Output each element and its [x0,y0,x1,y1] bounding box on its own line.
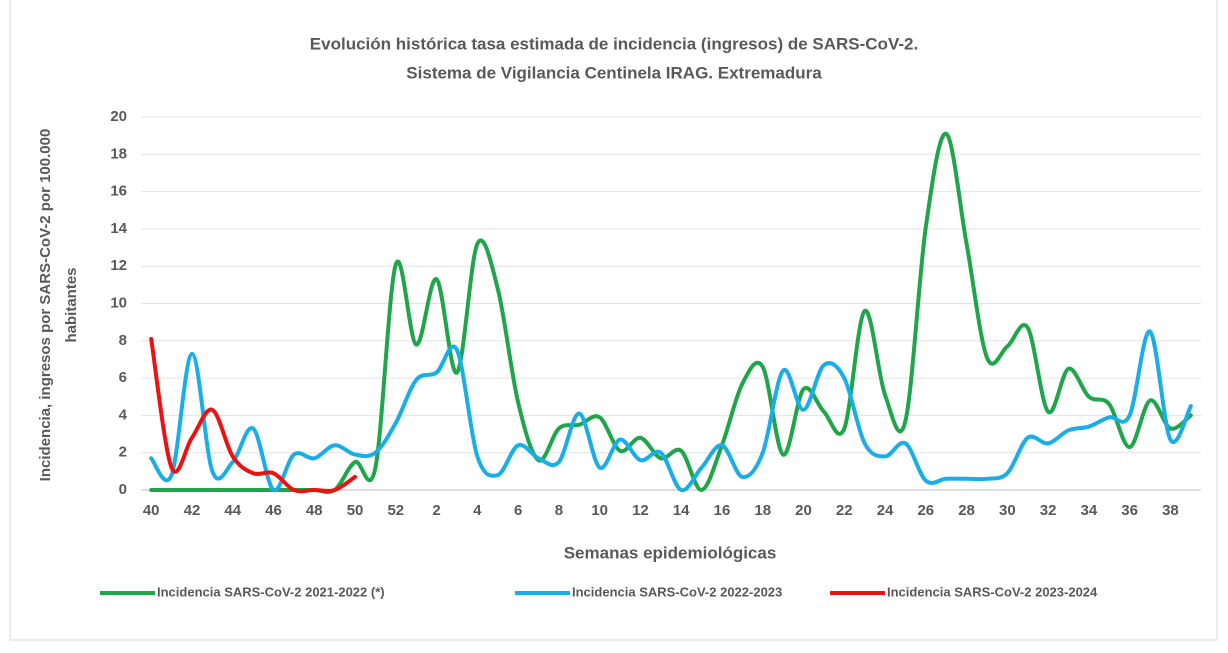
x-tick-label: 16 [714,502,731,519]
y-tick-label: 4 [119,406,128,423]
y-tick-label: 0 [119,481,127,498]
y-tick-label: 14 [110,220,127,237]
y-tick-label: 10 [110,294,127,311]
x-tick-label: 2 [432,502,440,519]
y-tick-label: 18 [110,145,127,162]
x-tick-label: 22 [836,502,853,519]
x-tick-label: 38 [1162,502,1179,519]
series-line [149,336,358,494]
x-tick-label: 8 [555,502,563,519]
y-tick-label: 16 [110,183,127,200]
x-tick-label: 48 [306,502,323,519]
x-tick-label: 46 [265,502,282,519]
y-axis-title: habitantes [63,267,80,342]
x-tick-label: 32 [1040,502,1057,519]
y-tick-label: 8 [119,332,127,349]
x-tick-label: 36 [1121,502,1138,519]
legend-label: Incidencia SARS-CoV-2 2022-2023 [572,584,782,599]
x-tick-label: 52 [387,502,404,519]
y-tick-label: 2 [119,444,127,461]
x-tick-label: 20 [795,502,812,519]
x-tick-label: 44 [224,502,241,519]
x-tick-label: 10 [591,502,608,519]
x-axis-title: Semanas epidemiológicas [564,543,777,562]
y-tick-label: 12 [110,257,127,274]
legend-label: Incidencia SARS-CoV-2 2021-2022 (*) [157,584,385,599]
y-tick-label: 6 [119,369,127,386]
x-tick-label: 6 [514,502,522,519]
x-tick-label: 28 [958,502,975,519]
x-tick-label: 14 [673,502,690,519]
y-tick-label: 20 [110,108,127,125]
x-tick-label: 24 [877,502,894,519]
x-tick-label: 40 [143,502,160,519]
x-tick-label: 4 [473,502,482,519]
series-line [149,329,1193,493]
x-tick-label: 18 [754,502,771,519]
chart-frame [9,0,1218,641]
x-tick-label: 42 [184,502,201,519]
x-tick-label: 26 [917,502,934,519]
legend-label: Incidencia SARS-CoV-2 2023-2024 [887,584,1098,599]
x-tick-label: 30 [999,502,1016,519]
chart-title: Sistema de Vigilancia Centinela IRAG. Ex… [406,63,822,82]
chart-title: Evolución histórica tasa estimada de inc… [310,34,918,53]
y-axis-title: Incidencia, ingresos por SARS-CoV-2 por … [37,129,54,482]
x-tick-label: 34 [1081,502,1098,519]
series-line [149,131,1193,495]
x-tick-label: 50 [347,502,364,519]
x-tick-label: 12 [632,502,649,519]
